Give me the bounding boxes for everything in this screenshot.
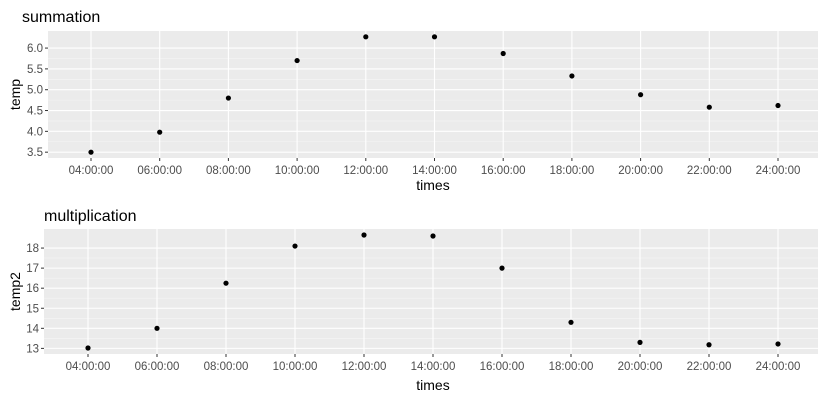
multiplication-point: [154, 325, 160, 331]
summation-x-tick-label: 10:00:00: [275, 165, 320, 177]
summation-chart: summation 3.5 4.0 4.5 5.0 5.5 6.0 04:00:00 06:…: [7, 9, 818, 193]
multiplication-title: multiplication: [44, 208, 136, 225]
summation-y-tick-label: 4.0: [27, 126, 43, 138]
summation-x-tick-label: 08:00:00: [206, 165, 251, 177]
summation-point: [363, 34, 369, 40]
summation-point: [706, 104, 712, 110]
multiplication-point: [568, 319, 574, 325]
summation-grid: [48, 31, 818, 158]
summation-points: [88, 34, 781, 155]
multiplication-point: [223, 280, 229, 286]
summation-x-tick-label: 16:00:00: [481, 165, 526, 177]
summation-x-tick-label: 20:00:00: [618, 165, 663, 177]
summation-point: [294, 57, 300, 64]
summation-point: [638, 92, 644, 98]
multiplication-point: [292, 243, 298, 249]
multiplication-point: [706, 342, 712, 348]
summation-title: summation: [22, 9, 100, 26]
multiplication-chart: multiplication 13 14 15 16 17 18 04:00:00 06:0…: [7, 208, 818, 393]
multiplication-x-tick-label: 10:00:00: [273, 361, 318, 373]
multiplication-point: [361, 232, 367, 238]
summation-y-tick-label: 5.0: [27, 85, 43, 97]
multiplication-points: [85, 232, 781, 351]
multiplication-y-axis-title: temp2: [7, 272, 23, 311]
multiplication-y-tick-label: 18: [26, 243, 39, 255]
summation-y-axis-title: temp: [7, 79, 23, 110]
multiplication-x-tick-label: 06:00:00: [135, 361, 180, 373]
summation-y-tick-label: 6.0: [27, 43, 43, 55]
multiplication-point: [775, 341, 781, 347]
summation-x-axis: 04:00:00 06:00:00 08:00:00 10:00:00 12:00:00…: [69, 158, 801, 177]
multiplication-point: [499, 265, 505, 271]
summation-x-tick-label: 12:00:00: [343, 165, 388, 177]
summation-y-tick-label: 3.5: [27, 147, 43, 159]
multiplication-x-tick-label: 18:00:00: [549, 361, 594, 373]
multiplication-point: [430, 233, 436, 239]
multiplication-x-tick-label: 08:00:00: [204, 361, 249, 373]
summation-y-tick-label: 4.5: [27, 106, 43, 118]
summation-point: [569, 73, 575, 79]
multiplication-y-tick-label: 17: [26, 263, 39, 275]
multiplication-x-tick-label: 16:00:00: [480, 361, 525, 373]
multiplication-plot-area: [44, 229, 818, 354]
summation-y-tick-label: 5.5: [27, 64, 43, 76]
multiplication-y-axis: 13 14 15 16 17 18: [26, 243, 44, 355]
multiplication-grid: [44, 229, 818, 354]
multiplication-x-tick-label: 24:00:00: [756, 361, 801, 373]
summation-point: [157, 129, 163, 135]
summation-point: [225, 95, 231, 101]
multiplication-x-tick-label: 04:00:00: [66, 361, 111, 373]
multiplication-x-axis-title: times: [416, 377, 449, 393]
summation-plot-area: [48, 31, 818, 158]
summation-x-tick-label: 24:00:00: [756, 165, 801, 177]
summation-x-axis-title: times: [416, 177, 449, 193]
summation-x-tick-label: 04:00:00: [69, 165, 114, 177]
multiplication-point: [637, 339, 643, 345]
multiplication-y-tick-label: 14: [26, 323, 39, 335]
multiplication-point: [85, 345, 91, 351]
summation-point: [775, 102, 781, 109]
multiplication-x-tick-label: 20:00:00: [618, 361, 663, 373]
summation-x-tick-label: 18:00:00: [550, 165, 595, 177]
summation-y-axis: 3.5 4.0 4.5 5.0 5.5 6.0: [27, 43, 48, 159]
summation-point: [431, 34, 438, 40]
summation-x-tick-label: 22:00:00: [687, 165, 732, 177]
multiplication-y-tick-label: 15: [26, 303, 39, 315]
multiplication-x-tick-label: 14:00:00: [411, 361, 456, 373]
summation-x-tick-label: 06:00:00: [137, 165, 182, 177]
multiplication-y-tick-label: 16: [26, 283, 39, 295]
summation-point: [500, 50, 506, 57]
multiplication-x-tick-label: 12:00:00: [342, 361, 387, 373]
summation-x-tick-label: 14:00:00: [412, 165, 457, 177]
multiplication-x-axis: 04:00:00 06:00:00 08:00:00 10:00:00 12:00:00…: [66, 354, 801, 373]
summation-point: [88, 149, 94, 155]
multiplication-y-tick-label: 13: [26, 343, 39, 355]
multiplication-x-tick-label: 22:00:00: [687, 361, 732, 373]
